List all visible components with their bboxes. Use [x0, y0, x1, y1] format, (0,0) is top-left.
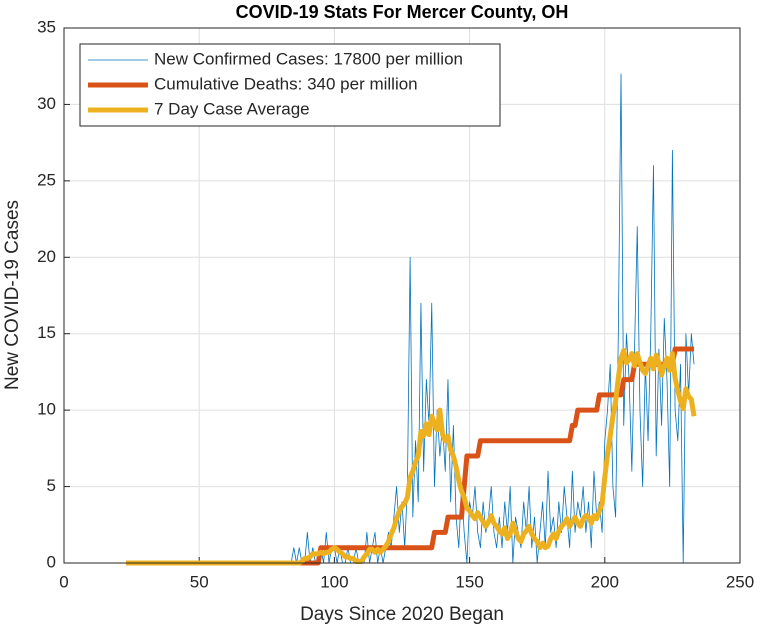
legend-label: Cumulative Deaths: 340 per million	[154, 74, 418, 93]
y-tick-label: 15	[37, 323, 56, 342]
y-tick-label: 20	[37, 247, 56, 266]
y-tick-label: 25	[37, 170, 56, 189]
x-tick-label: 50	[190, 572, 209, 591]
y-tick-label: 10	[37, 400, 56, 419]
y-tick-label: 35	[37, 17, 56, 36]
legend: New Confirmed Cases: 17800 per million Cu…	[79, 43, 501, 127]
x-axis-label: Days Since 2020 Began	[300, 604, 504, 625]
chart-title: COVID-19 Stats For Mercer County, OH	[236, 2, 569, 22]
x-tick-label: 150	[455, 572, 483, 591]
x-tick-label: 250	[726, 572, 754, 591]
legend-box	[79, 43, 501, 127]
y-tick-label: 5	[47, 476, 56, 495]
legend-label: New Confirmed Cases: 17800 per million	[154, 49, 463, 68]
axes-box	[63, 27, 741, 564]
y-tick-label: 0	[47, 552, 56, 571]
x-tick-label: 0	[59, 572, 68, 591]
y-axis-label: New COVID-19 Cases	[2, 200, 23, 390]
x-tick-label: 100	[320, 572, 348, 591]
y-tick-label: 30	[37, 94, 56, 113]
x-tick-label: 200	[591, 572, 619, 591]
legend-label: 7 Day Case Average	[154, 99, 310, 118]
